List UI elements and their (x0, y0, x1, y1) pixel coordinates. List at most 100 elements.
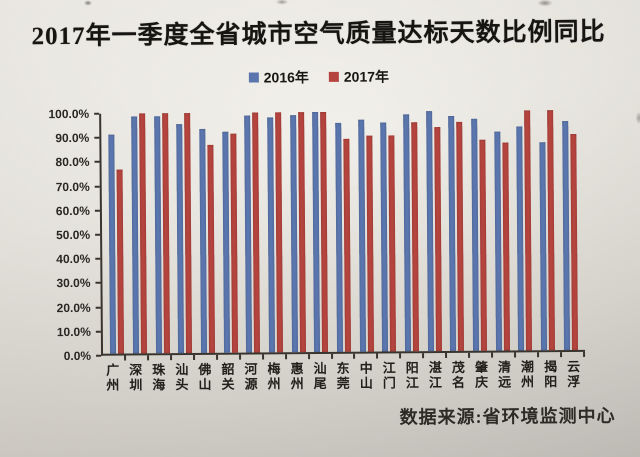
bar-2016年-阳江 (403, 113, 412, 352)
bar-group-梅州 (263, 112, 288, 353)
y-tick-label: 10.0% (56, 324, 91, 339)
x-label-清远: 清远 (497, 359, 512, 390)
bar-2016年-潮州 (516, 126, 525, 351)
y-tick-label: 0.0% (63, 348, 92, 364)
bar-2016年-珠海 (153, 115, 162, 354)
bar-2016年-汕头 (176, 123, 185, 354)
legend-swatch-2017 (328, 71, 339, 82)
bar-group-东莞 (331, 112, 356, 352)
bar-2016年-佛山 (199, 128, 208, 353)
x-label-河源: 河源 (244, 361, 258, 392)
bar-2017年-东莞 (343, 138, 352, 352)
bar-2016年-揭阳 (539, 142, 548, 351)
x-label-东莞: 东莞 (336, 360, 350, 391)
legend-item-2016: 2016年 (248, 67, 309, 87)
bar-group-阳江 (399, 111, 424, 352)
x-tick-mark (470, 352, 494, 358)
x-label-揭阳: 揭阳 (543, 359, 558, 389)
y-tick-label: 30.0% (56, 276, 91, 291)
bar-2017年-云浮 (570, 133, 578, 351)
x-tick-mark (447, 352, 471, 359)
x-label-梅州: 梅州 (267, 361, 281, 391)
bar-2017年-肇庆 (479, 139, 488, 351)
bar-2017年-汕头 (184, 113, 193, 354)
x-tick-mark (378, 353, 402, 359)
bar-2016年-深圳 (131, 116, 140, 354)
legend: 2016年 2017年 (0, 64, 639, 89)
x-tick-mark (171, 354, 195, 361)
x-tick-mark (539, 352, 563, 358)
bar-2017年-惠州 (297, 112, 306, 353)
bar-group-河源 (240, 112, 265, 353)
bar-group-揭阳 (535, 110, 560, 351)
bar-2016年-韶关 (221, 131, 230, 353)
y-tick-label: 90.0% (55, 131, 90, 146)
x-tick-mark (263, 354, 287, 360)
bar-group-中山 (354, 112, 379, 352)
bar-group-汕头 (172, 113, 197, 354)
x-tick-mark (424, 353, 448, 359)
plot-area (99, 109, 586, 356)
bar-group-肇庆 (467, 111, 492, 351)
bar-2016年-河源 (244, 115, 253, 353)
x-tick-mark (194, 354, 218, 360)
bar-2017年-广州 (116, 169, 125, 354)
y-tick-label: 20.0% (56, 300, 91, 315)
bar-group-潮州 (512, 110, 537, 351)
bar-2017年-河源 (252, 112, 261, 353)
bar-2017年-深圳 (139, 113, 148, 354)
bar-2017年-茂名 (456, 121, 465, 351)
y-tick-label: 70.0% (55, 179, 90, 194)
x-label-惠州: 惠州 (290, 361, 304, 391)
bar-2017年-韶关 (229, 134, 238, 353)
legend-label-2016: 2016年 (263, 69, 309, 86)
plot-bars (101, 110, 585, 354)
bar-2017年-珠海 (161, 113, 170, 354)
bar-2016年-东莞 (335, 122, 344, 352)
bar-2016年-茂名 (448, 116, 457, 351)
bar-group-珠海 (149, 113, 174, 354)
bar-group-广州 (104, 114, 129, 354)
y-tick-label: 40.0% (56, 252, 91, 267)
x-labels: 广州深圳珠海汕头佛山韶关河源梅州惠州汕尾东莞中山江门阳江湛江茂名肇庆清远潮州揭阳… (101, 359, 585, 393)
x-label-汕头: 汕头 (175, 362, 189, 392)
y-tick-label: 80.0% (55, 155, 90, 170)
x-label-珠海: 珠海 (152, 362, 166, 392)
x-label-韶关: 韶关 (221, 361, 235, 392)
bar-2017年-江门 (388, 135, 397, 352)
bar-group-茂名 (444, 111, 469, 351)
bar-group-深圳 (127, 113, 152, 354)
x-tick-mark (355, 353, 379, 359)
x-label-茂名: 茂名 (451, 359, 466, 390)
legend-label-2017: 2017年 (343, 68, 390, 85)
x-label-湛江: 湛江 (428, 360, 443, 390)
x-tick-mark (217, 354, 241, 360)
y-tick-label: 50.0% (56, 227, 91, 243)
bar-2016年-清远 (494, 131, 502, 351)
x-label-潮州: 潮州 (520, 359, 535, 389)
x-tick-mark (148, 355, 172, 361)
x-label-肇庆: 肇庆 (474, 359, 489, 390)
bar-group-湛江 (422, 111, 447, 352)
bar-2016年-中山 (357, 119, 366, 352)
x-tick-mark (286, 354, 310, 360)
x-tick-mark (401, 353, 425, 359)
y-tick-label: 60.0% (55, 203, 90, 218)
y-tick-label: 100.0% (48, 106, 90, 122)
bar-group-惠州 (286, 112, 311, 353)
bar-group-佛山 (195, 113, 220, 353)
x-tick-mark (493, 352, 517, 358)
bar-2017年-阳江 (411, 121, 420, 352)
bar-group-云浮 (558, 110, 583, 351)
x-label-江门: 江门 (382, 360, 396, 391)
bar-group-江门 (376, 111, 401, 352)
x-label-佛山: 佛山 (198, 361, 212, 392)
chart-title: 2017年一季度全省城市空气质量达标天数比例同比 (31, 18, 606, 51)
legend-item-2017: 2017年 (328, 66, 390, 86)
bar-2017年-揭阳 (547, 110, 556, 351)
bar-group-汕尾 (308, 111, 333, 353)
bar-2016年-云浮 (561, 120, 570, 351)
x-tick-mark (125, 355, 149, 361)
x-label-阳江: 阳江 (405, 360, 419, 390)
